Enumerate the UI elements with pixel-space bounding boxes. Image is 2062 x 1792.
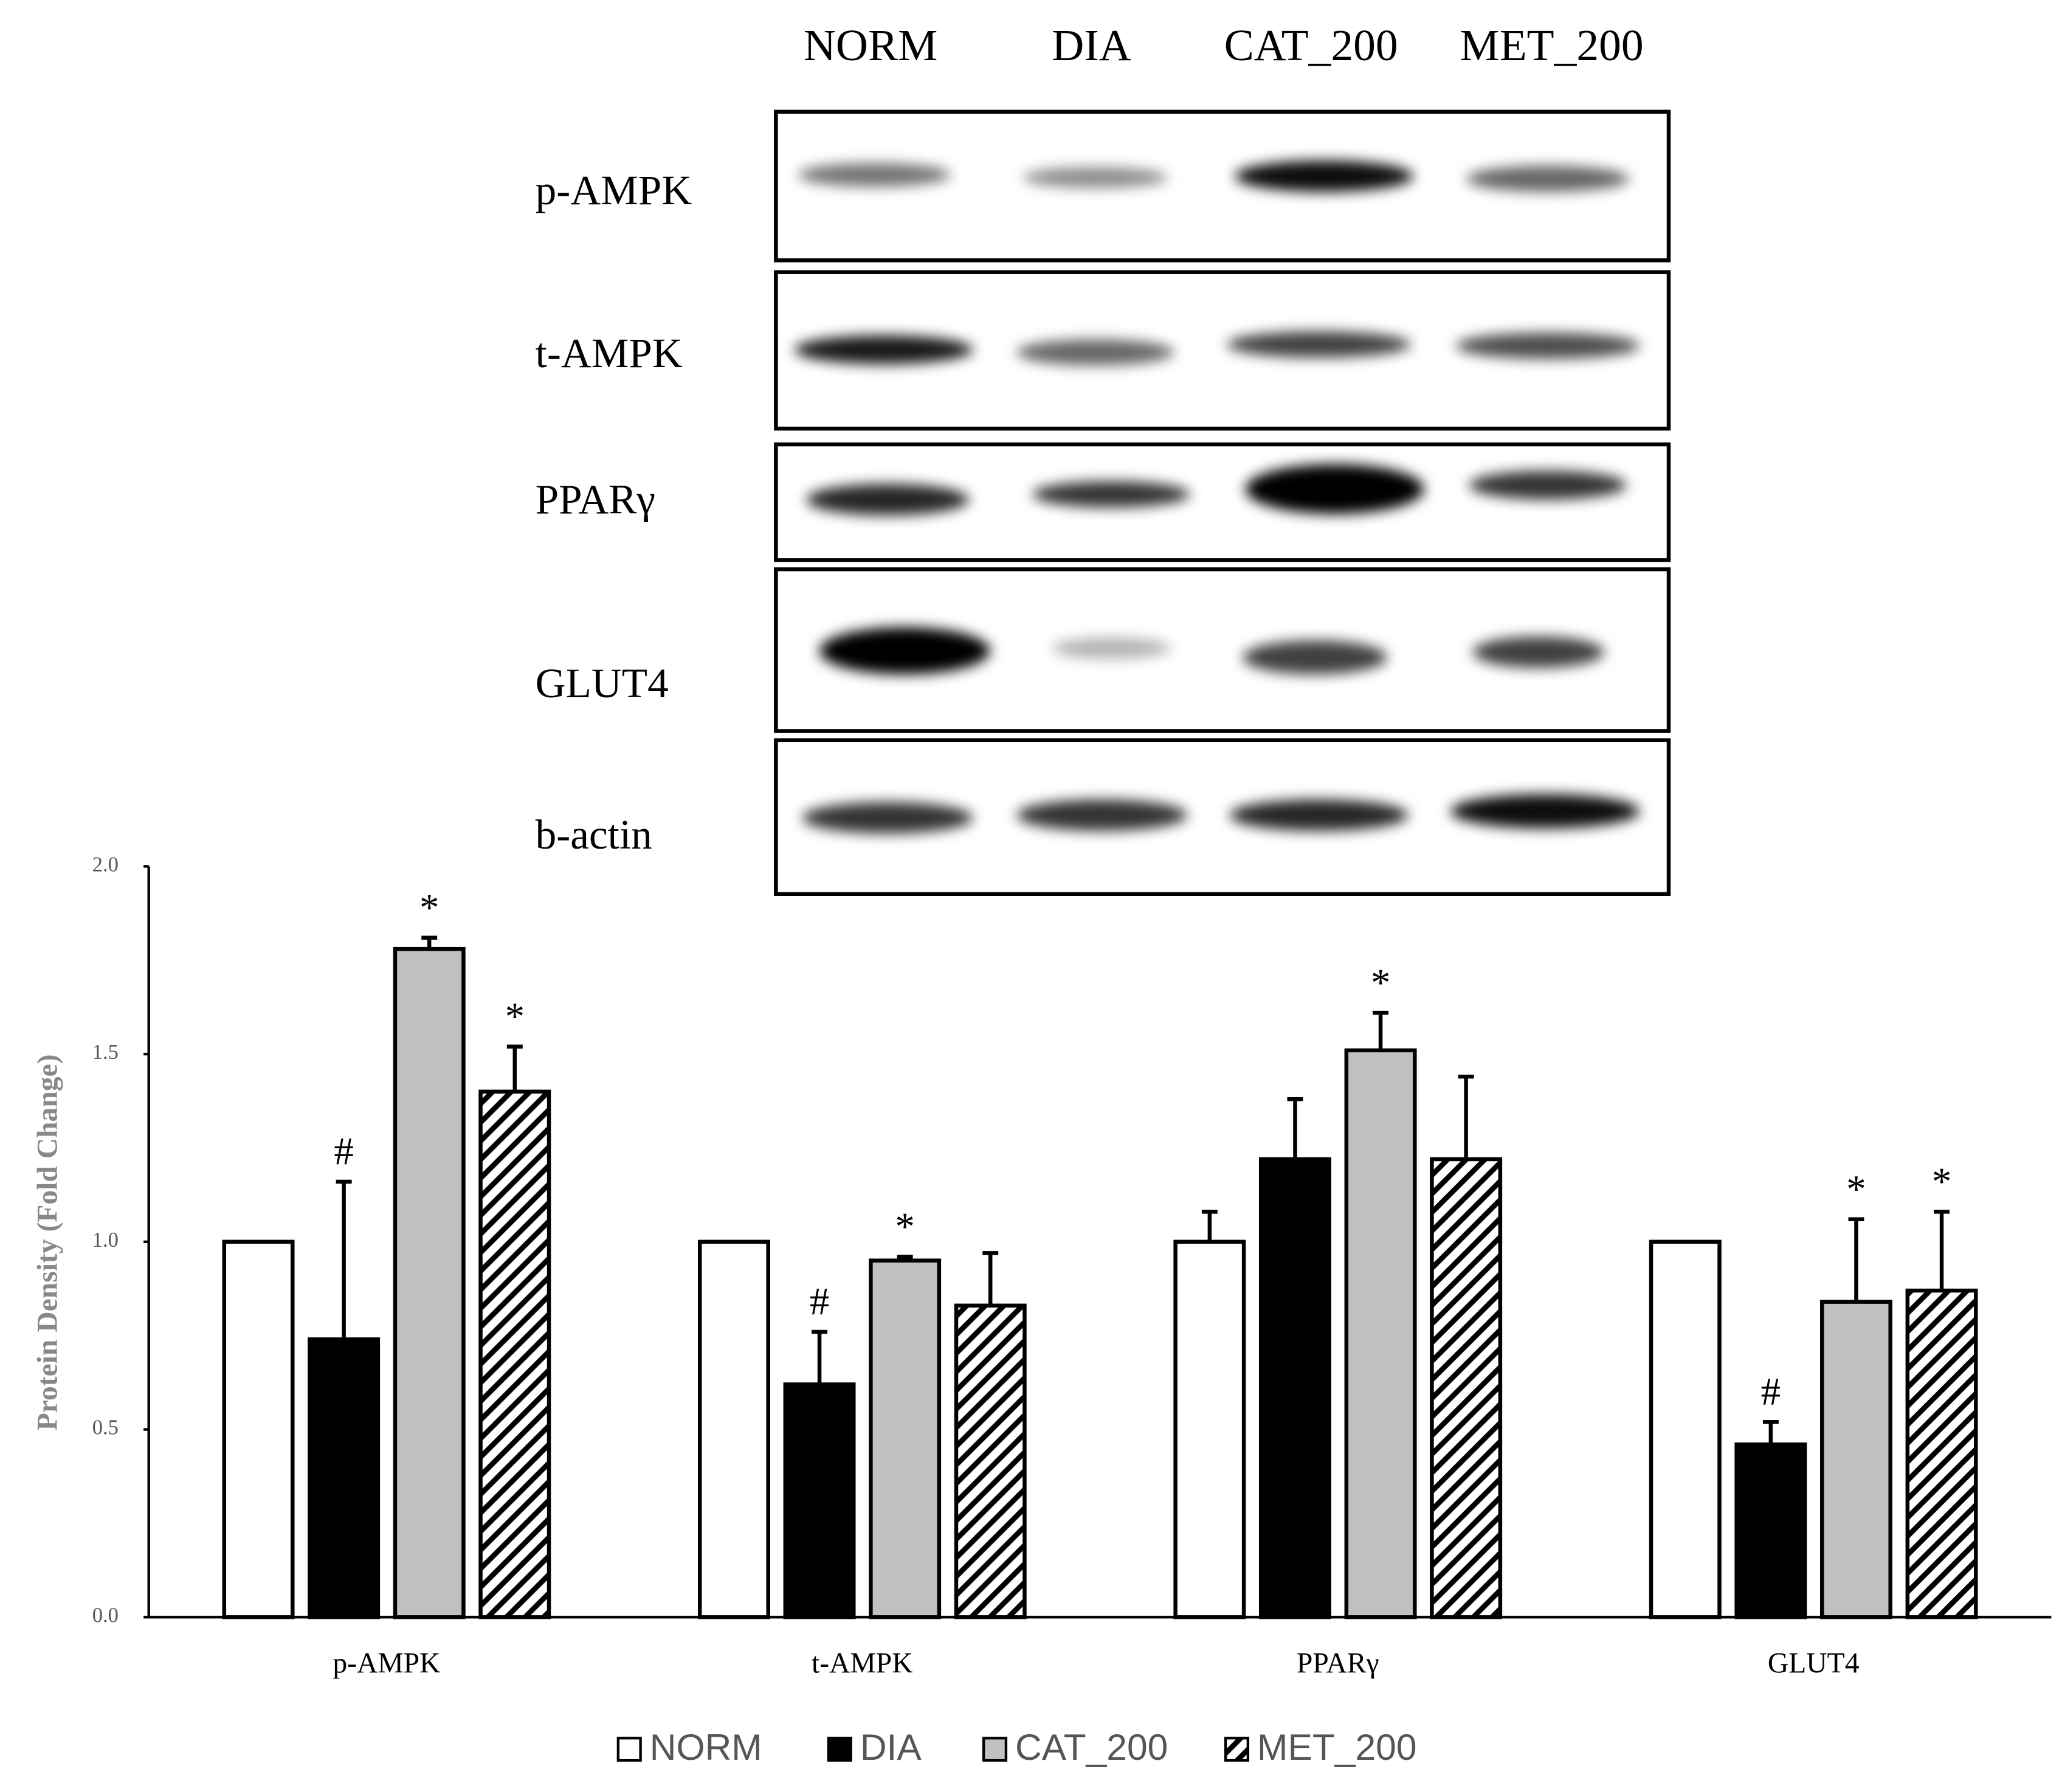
error-bar <box>1848 1217 1864 1302</box>
significance-mark: * <box>505 994 525 1038</box>
x-tick-label: t-AMPK <box>812 1647 913 1679</box>
band <box>798 163 951 187</box>
error-bar <box>1458 1074 1474 1159</box>
legend-label: DIA <box>860 1726 922 1768</box>
blot-row-label: t-AMPK <box>536 329 683 376</box>
bar <box>478 1089 551 1619</box>
bar <box>1905 1288 1978 1619</box>
error-bar <box>336 1179 352 1340</box>
y-axis-label: Protein Density (Fold Change) <box>32 1054 63 1430</box>
significance-mark: # <box>334 1130 353 1174</box>
band <box>1235 160 1414 192</box>
x-tick-label: PPARγ <box>1297 1647 1379 1679</box>
significance-mark: * <box>419 886 439 929</box>
blot-frame <box>774 109 1671 263</box>
blot-frame <box>774 738 1671 896</box>
error-bar <box>1287 1097 1303 1159</box>
bar <box>1649 1239 1722 1619</box>
error-bar <box>982 1251 999 1306</box>
error-bar <box>1201 1210 1218 1242</box>
error-bar <box>1762 1419 1779 1445</box>
significance-mark: * <box>1371 961 1390 1005</box>
y-tick-label: 0.0 <box>92 1604 119 1627</box>
band <box>1016 799 1188 831</box>
band <box>806 483 970 515</box>
bar <box>222 1239 295 1619</box>
y-tick-label: 1.0 <box>92 1229 119 1252</box>
bar <box>1734 1442 1807 1619</box>
band <box>1052 637 1171 659</box>
bar <box>1819 1300 1892 1619</box>
legend-label: CAT_200 <box>1015 1726 1168 1768</box>
blot-bands <box>794 160 1640 834</box>
bar <box>393 946 466 1619</box>
band <box>1227 331 1412 358</box>
bar <box>1258 1157 1331 1619</box>
legend-swatch <box>616 1737 642 1762</box>
significance-mark: # <box>810 1280 829 1324</box>
y-tick-label: 2.0 <box>92 853 119 876</box>
error-bar <box>1373 1010 1389 1050</box>
bar <box>869 1258 942 1619</box>
band <box>794 335 973 365</box>
legend-swatch <box>827 1737 852 1762</box>
blot-row-label: p-AMPK <box>536 167 692 213</box>
band <box>1450 794 1640 829</box>
y-tick-label: 1.5 <box>92 1041 119 1064</box>
band <box>1016 339 1174 366</box>
blot-frame <box>774 442 1671 562</box>
band <box>1472 636 1605 668</box>
band <box>1466 165 1630 192</box>
band <box>1469 470 1627 500</box>
lane-label: NORM <box>804 20 938 70</box>
significance-mark: * <box>1932 1160 1951 1204</box>
x-tick-label: GLUT4 <box>1768 1647 1860 1679</box>
bar <box>783 1382 856 1619</box>
error-bar <box>897 1255 913 1261</box>
bar <box>1430 1157 1503 1619</box>
band <box>1243 640 1388 675</box>
band <box>1245 464 1424 514</box>
significance-mark: # <box>1761 1370 1781 1414</box>
band <box>1023 167 1168 188</box>
error-bar <box>421 936 438 949</box>
blot-frame <box>774 567 1671 733</box>
band <box>1229 799 1409 831</box>
band <box>819 627 990 675</box>
legend-label: MET_200 <box>1257 1726 1416 1768</box>
blot-row-label: b-actin <box>536 811 652 858</box>
bar <box>308 1337 381 1619</box>
significance-mark: * <box>1846 1167 1866 1211</box>
legend-swatch <box>1224 1737 1250 1762</box>
legend-label: NORM <box>650 1726 762 1768</box>
legend-swatch <box>982 1737 1008 1762</box>
bar <box>1344 1048 1417 1619</box>
y-tick-label: 0.5 <box>92 1416 119 1439</box>
blot-row-label: GLUT4 <box>536 660 669 706</box>
blot-frame <box>774 270 1671 431</box>
significance-mark: * <box>895 1205 914 1249</box>
band <box>1032 481 1190 508</box>
band <box>1455 333 1640 359</box>
error-bar <box>1934 1210 1950 1291</box>
band <box>802 802 973 834</box>
x-tick-label: p-AMPK <box>333 1647 440 1679</box>
bar <box>954 1303 1027 1619</box>
bar <box>697 1239 770 1619</box>
lane-label: CAT_200 <box>1224 20 1398 70</box>
error-bar <box>812 1329 828 1385</box>
lane-label: DIA <box>1052 20 1131 70</box>
bar <box>1173 1239 1246 1619</box>
error-bar <box>506 1044 523 1092</box>
lane-label: MET_200 <box>1460 20 1643 70</box>
blot-row-label: PPARγ <box>536 475 655 522</box>
